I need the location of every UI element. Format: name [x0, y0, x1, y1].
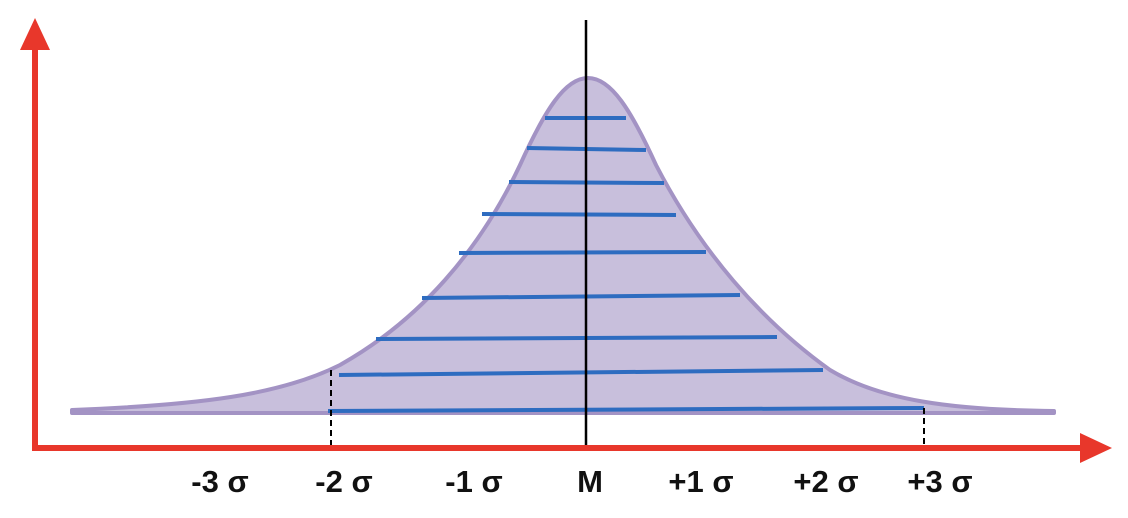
- label-plus-3-sigma: +3 σ: [907, 464, 972, 499]
- label-minus-1-sigma: -1 σ: [445, 464, 502, 499]
- level-line: [327, 406, 925, 413]
- label-plus-1-sigma: +1 σ: [668, 464, 733, 499]
- level-lines: [327, 116, 925, 413]
- bell-curve: [70, 76, 1056, 415]
- y-axis-arrow: [20, 18, 50, 50]
- x-labels: -3 σ -2 σ -1 σ M +1 σ +2 σ +3 σ: [191, 464, 972, 499]
- level-line: [375, 335, 778, 341]
- level-line: [338, 368, 824, 377]
- level-line: [458, 250, 707, 255]
- label-minus-2-sigma: -2 σ: [315, 464, 372, 499]
- label-plus-2-sigma: +2 σ: [793, 464, 858, 499]
- x-axis-arrow: [1080, 433, 1112, 463]
- label-minus-3-sigma: -3 σ: [191, 464, 248, 499]
- level-line: [421, 293, 741, 300]
- label-mean: M: [577, 464, 603, 499]
- level-line: [481, 212, 677, 217]
